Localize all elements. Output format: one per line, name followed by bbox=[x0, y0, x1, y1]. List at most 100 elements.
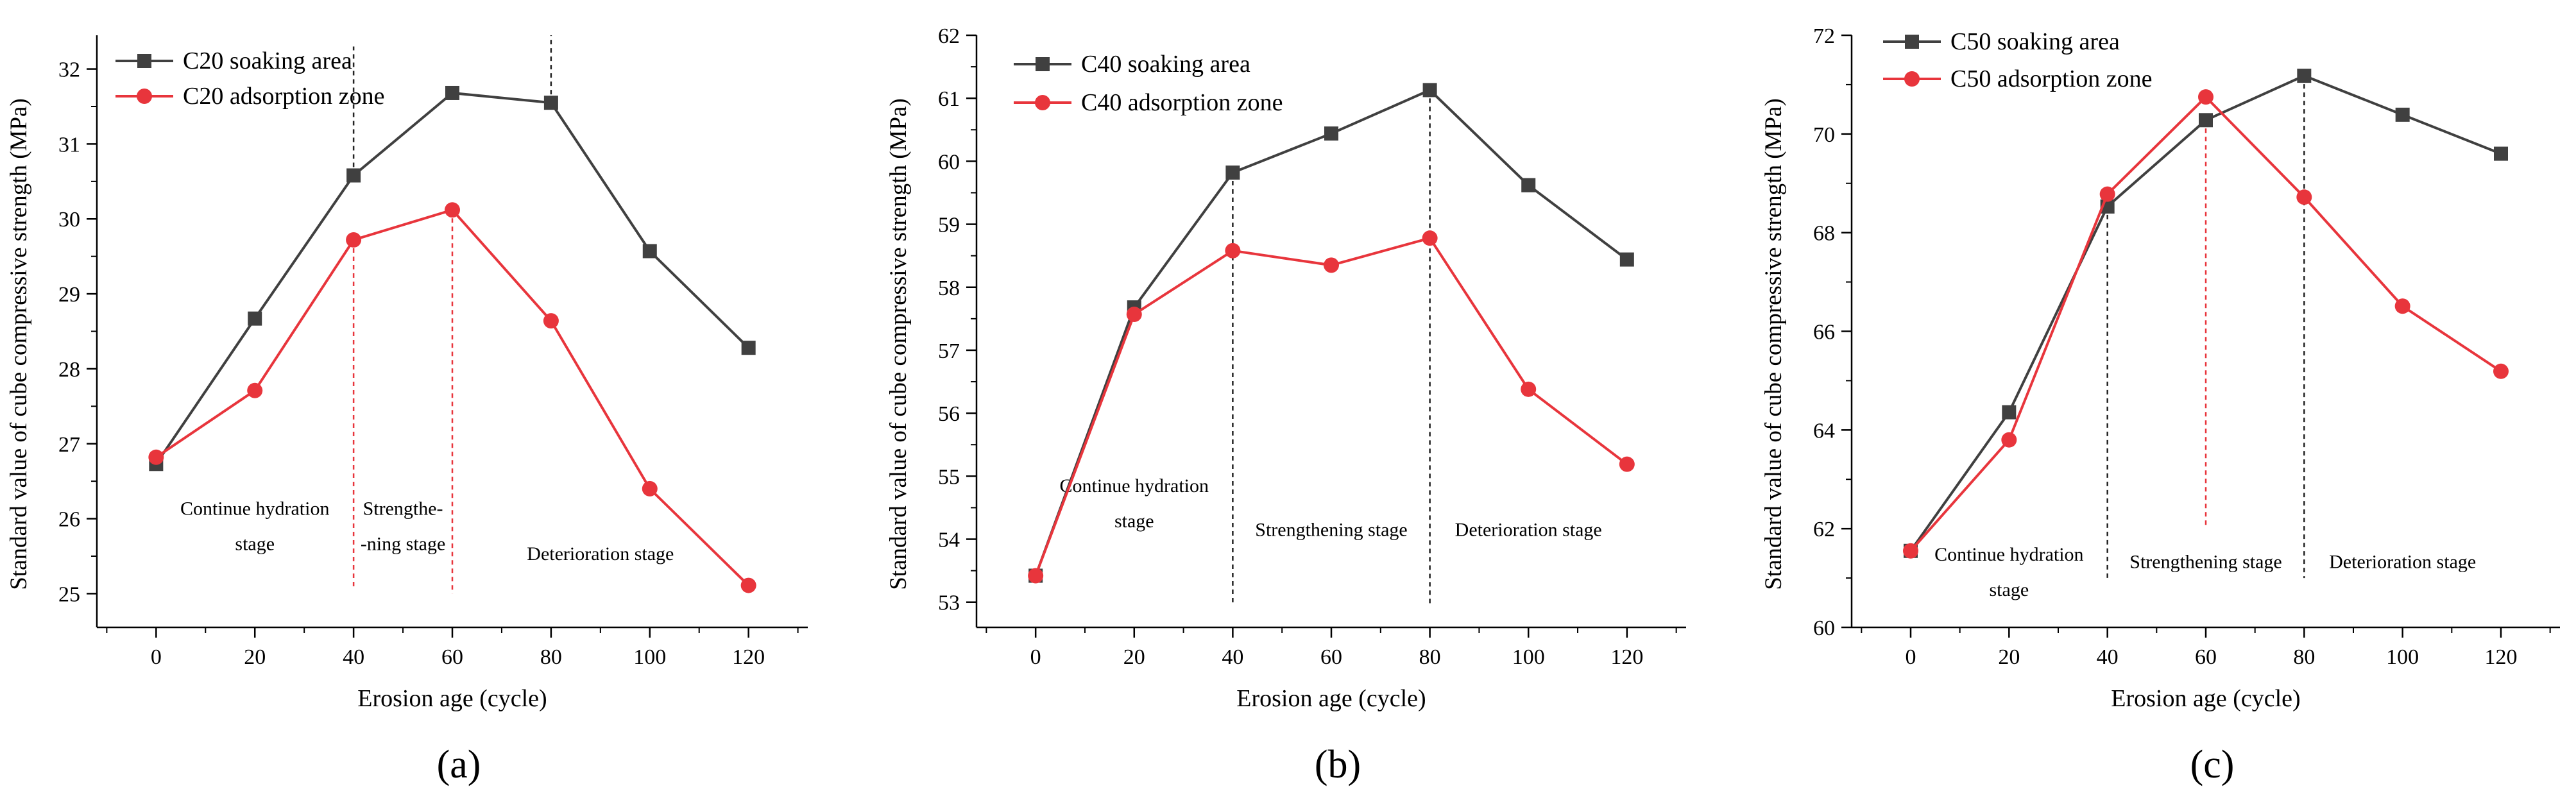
chart-a-y-tick-label: 30 bbox=[58, 208, 80, 232]
chart-b-x-tick-label: 120 bbox=[1610, 645, 1643, 669]
chart-b-stage-label: Continue hydration bbox=[1060, 475, 1209, 497]
chart-a-x-axis-label: Erosion age (cycle) bbox=[357, 685, 547, 712]
chart-a-legend-marker bbox=[137, 89, 152, 104]
chart-c-y-tick-label: 72 bbox=[1813, 24, 1835, 48]
chart-c-y-tick-label: 70 bbox=[1813, 123, 1835, 147]
chart-a-y-tick-label: 32 bbox=[58, 58, 80, 82]
chart-b-series-c40-soaking-area-point bbox=[1324, 126, 1338, 141]
chart-c-series-c50-adsorption-zone-point bbox=[2493, 363, 2509, 379]
chart-a-y-tick-label: 26 bbox=[58, 508, 80, 532]
chart-c-series-c50-adsorption-zone-point bbox=[2394, 298, 2410, 314]
chart-c-y-tick-label: 68 bbox=[1813, 222, 1835, 246]
chart-c-series-c50-adsorption-zone-point bbox=[2001, 432, 2017, 448]
chart-b-series-c40-adsorption-zone-point bbox=[1225, 242, 1241, 259]
chart-a-series-c20-adsorption-zone-point bbox=[740, 577, 756, 593]
chart-b-y-tick-label: 59 bbox=[938, 214, 960, 237]
chart-a-legend-label: C20 soaking area bbox=[183, 47, 352, 74]
chart-a-stage-label: stage bbox=[235, 534, 275, 555]
chart-b-x-tick-label: 20 bbox=[1123, 645, 1145, 669]
chart-c-series-c50-adsorption-zone-point bbox=[2198, 89, 2213, 105]
chart-a-x-tick-label: 80 bbox=[540, 645, 562, 669]
chart-a-x-tick-label: 120 bbox=[732, 645, 765, 669]
chart-a-series-c20-adsorption-zone-point bbox=[247, 382, 263, 398]
chart-c-series-c50-adsorption-zone-point bbox=[1903, 543, 1918, 559]
chart-c-x-tick-label: 60 bbox=[2195, 645, 2217, 669]
chart-a-panel-label: (a) bbox=[437, 743, 481, 786]
chart-b-series-c40-soaking-area-point bbox=[1225, 166, 1240, 180]
chart-b-series-c40-soaking-area-point bbox=[1422, 83, 1437, 98]
chart-b-x-tick-label: 0 bbox=[1030, 645, 1041, 669]
chart-b-y-axis-label: Standard value of cube compressive stren… bbox=[885, 98, 912, 590]
chart-c-y-axis-label: Standard value of cube compressive stren… bbox=[1761, 98, 1787, 590]
chart-a-y-tick-label: 29 bbox=[58, 283, 80, 307]
chart-c-y-tick-label: 64 bbox=[1813, 419, 1835, 443]
chart-a-series-c20-adsorption-zone-point bbox=[445, 202, 460, 218]
chart-b-x-tick-label: 40 bbox=[1222, 645, 1243, 669]
chart-b-series-c40-adsorption-zone-point bbox=[1324, 257, 1339, 273]
chart-c-y-tick-label: 60 bbox=[1813, 616, 1835, 640]
chart-c-series-c50-soaking-area-point bbox=[2494, 146, 2508, 161]
chart-b-stage-label: stage bbox=[1114, 511, 1154, 532]
chart-c-x-tick-label: 20 bbox=[1998, 645, 2020, 669]
chart-a-series-c20-soaking-area-point bbox=[741, 341, 756, 355]
chart-a-stage-label: Deterioration stage bbox=[527, 543, 674, 565]
chart-c-y-tick-label: 62 bbox=[1813, 518, 1835, 541]
chart-c-series-c50-soaking-area-point bbox=[2199, 113, 2213, 128]
chart-c-x-tick-label: 100 bbox=[2386, 645, 2419, 669]
chart-b-series-c40-adsorption-zone-point bbox=[1619, 456, 1635, 472]
chart-b-series-c40-adsorption-zone-point bbox=[1126, 306, 1142, 322]
chart-a-legend-label: C20 adsorption zone bbox=[183, 83, 385, 110]
chart-b-series-c40-soaking-area-point bbox=[1521, 178, 1536, 192]
chart-a-series-c20-soaking-area-point bbox=[248, 311, 262, 326]
chart-b-legend-label: C40 soaking area bbox=[1081, 51, 1250, 78]
chart-a-series-c20-soaking-area-point bbox=[642, 244, 657, 259]
chart-b-series-c40-soaking-area-point bbox=[1619, 252, 1634, 267]
chart-a-stage-label: Strengthe- bbox=[363, 498, 443, 520]
chart-c-series-c50-soaking-area-point bbox=[2002, 405, 2017, 420]
chart-c-y-tick-label: 66 bbox=[1813, 321, 1835, 344]
chart-c-legend-label: C50 adsorption zone bbox=[1950, 65, 2153, 92]
chart-c-x-axis-label: Erosion age (cycle) bbox=[2111, 685, 2300, 712]
chart-c-stage-label: Deterioration stage bbox=[2329, 552, 2476, 573]
chart-a-series-c20-soaking-area-point bbox=[445, 85, 459, 100]
chart-b-y-tick-label: 61 bbox=[938, 87, 960, 111]
chart-a-x-tick-label: 60 bbox=[441, 645, 463, 669]
chart-a-x-tick-label: 20 bbox=[244, 645, 266, 669]
chart-b-stage-label: Strengthening stage bbox=[1255, 520, 1407, 541]
chart-c: 0 20 40 60 80 100 120 60 62 64 66 68 70 72 Erosion age… bbox=[1761, 24, 2560, 786]
chart-b-series-c40-adsorption-zone-point bbox=[1521, 381, 1537, 397]
chart-b-y-tick-label: 62 bbox=[938, 24, 960, 48]
chart-c-legend-marker bbox=[1904, 71, 1920, 87]
chart-a-stage-label: -ning stage bbox=[361, 534, 445, 555]
chart-a-y-tick-label: 27 bbox=[58, 433, 80, 457]
chart-c-series-c50-adsorption-zone-point bbox=[2099, 186, 2115, 202]
chart-b-series-c40-adsorption-zone-point bbox=[1422, 230, 1438, 246]
chart-b-y-tick-label: 56 bbox=[938, 402, 960, 426]
chart-b-series-c40-adsorption-zone-point bbox=[1028, 568, 1044, 584]
chart-c-panel-label: (c) bbox=[2190, 743, 2235, 786]
chart-a-y-axis-label: Standard value of cube compressive stren… bbox=[6, 98, 32, 590]
chart-a-series-c20-adsorption-zone-point bbox=[543, 313, 559, 329]
chart-b-panel-label: (b) bbox=[1315, 743, 1361, 786]
chart-a-x-tick-label: 0 bbox=[151, 645, 162, 669]
chart-a-series-c20-soaking-area-point bbox=[543, 96, 558, 110]
chart-c-series-c50-soaking-area-point bbox=[2297, 69, 2312, 83]
chart-a-series-c20-adsorption-zone-point bbox=[642, 480, 658, 497]
chart-b-stage-label: Deterioration stage bbox=[1455, 520, 1602, 541]
chart-a-x-tick-label: 100 bbox=[633, 645, 666, 669]
chart-b-y-tick-label: 57 bbox=[938, 339, 960, 363]
chart-b-x-tick-label: 80 bbox=[1419, 645, 1441, 669]
chart-c-legend-marker bbox=[1905, 35, 1919, 49]
chart-c-stage-label: stage bbox=[1990, 579, 2029, 600]
chart-c-x-tick-label: 0 bbox=[1906, 645, 1916, 669]
chart-b-y-tick-label: 55 bbox=[938, 465, 960, 489]
chart-b-legend-label: C40 adsorption zone bbox=[1081, 89, 1283, 116]
chart-b-series-c40-soaking-area-line bbox=[1034, 89, 1628, 577]
chart-b-x-tick-label: 100 bbox=[1512, 645, 1545, 669]
chart-c-series-c50-soaking-area-point bbox=[2395, 107, 2410, 122]
chart-a-series-c20-adsorption-zone-point bbox=[148, 449, 164, 465]
chart-a-legend-marker bbox=[137, 54, 151, 68]
chart-a: 0 20 40 60 80 100 120 25 26 27 28 29 30 31 32 Erosion a… bbox=[6, 35, 808, 786]
chart-b-x-axis-label: Erosion age (cycle) bbox=[1236, 685, 1426, 712]
